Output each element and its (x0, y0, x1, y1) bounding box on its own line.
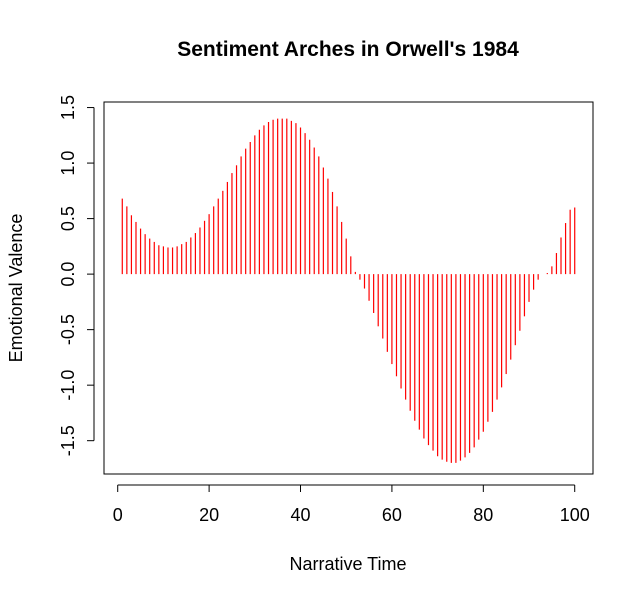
y-tick-label: 0.5 (58, 206, 78, 231)
y-tick-label: -1.5 (58, 425, 78, 456)
x-axis-label: Narrative Time (289, 554, 406, 574)
x-tick-label: 60 (382, 505, 402, 525)
y-tick-label: 1.5 (58, 95, 78, 120)
x-tick-label: 80 (473, 505, 493, 525)
x-tick-label: 100 (560, 505, 590, 525)
chart-title: Sentiment Arches in Orwell's 1984 (177, 38, 519, 61)
x-tick-label: 20 (199, 505, 219, 525)
y-axis: -1.5 -1.0 -0.5 0.0 0.5 1.0 1.5 (58, 95, 95, 456)
plot-frame (103, 101, 594, 475)
x-tick-label: 0 (113, 505, 123, 525)
x-tick-label: 40 (290, 505, 310, 525)
bars-group (121, 118, 576, 463)
y-tick-label: 1.0 (58, 151, 78, 176)
x-axis: 0 20 40 60 80 100 (113, 484, 590, 525)
y-axis-label: Emotional Valence (6, 214, 26, 363)
y-tick-label: -0.5 (58, 314, 78, 345)
y-tick-label: 0.0 (58, 262, 78, 287)
y-tick-label: -1.0 (58, 370, 78, 401)
